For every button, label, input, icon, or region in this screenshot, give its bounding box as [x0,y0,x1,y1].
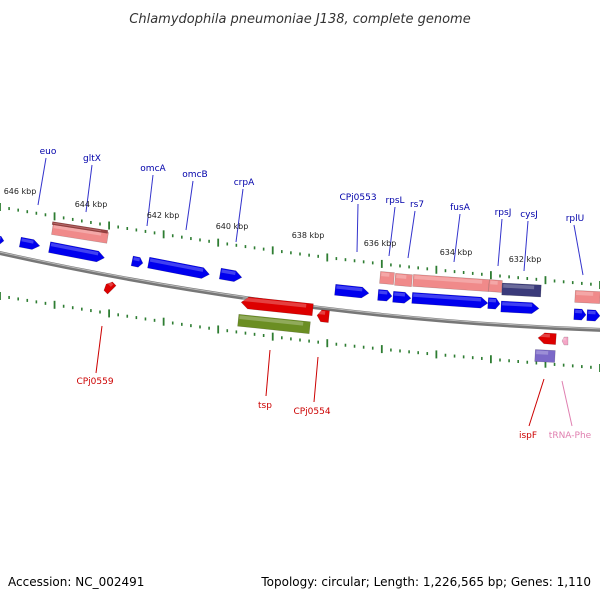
callout-line [95,325,103,374]
gene-label: rs7 [410,200,424,210]
kbp-label: 636 kbp [364,239,397,248]
gene-label: fusA [450,203,471,213]
gene-forward [392,290,412,304]
gene-forward-edge [0,234,5,245]
gene-forward [130,255,144,268]
gene-label: ispF [519,431,537,441]
gene-rrna [394,273,413,287]
gene-forward [500,300,540,314]
callout-line [265,349,271,397]
gene-label: cysJ [520,210,538,220]
gene-forward [573,308,587,321]
gene-rrna [488,279,503,293]
gene-label: omcA [140,164,166,174]
kbp-label: 638 kbp [292,231,325,240]
gene-forward [18,236,41,250]
gene-forward [411,292,489,309]
callout-line [356,203,359,253]
gene-forward [48,241,105,263]
gene-rrna-edge [574,290,600,304]
gene-label: tsp [258,401,272,411]
callout-line [407,210,416,259]
kbp-label: 642 kbp [147,211,180,220]
gene-label: gltX [83,154,101,164]
summary-text: Topology: circular; Length: 1,226,565 bp… [260,575,591,589]
callout-line [146,174,154,227]
callout-line [528,378,545,427]
gene-lavender [534,349,556,363]
gene-label: omcB [182,170,207,180]
callout-line [185,180,194,231]
gene-label: rpsJ [495,208,512,218]
callout-line [523,220,529,272]
gene-rrna-band [51,221,109,234]
kbp-scale: 646 kbp 644 kbp 642 kbp 640 kbp 638 kbp 636 k… [4,187,542,264]
callout-line [85,164,93,213]
kbp-label: 632 kbp [509,255,542,264]
gene-reverse [240,296,314,317]
callout-line [573,224,584,276]
gene-label: rpsL [385,196,404,206]
feature-track [0,221,600,363]
tick-rows [0,203,600,372]
lower-tick-row [0,292,600,372]
gene-label: rplU [566,214,585,224]
gene-label: tRNA-Phe [549,431,592,441]
gene-navy [501,282,542,298]
gene-callouts: euo gltX omcA omcB crpA CPj0553 rpsL rs7 fusA rps… [37,147,592,441]
gene-forward [334,283,370,299]
kbp-label: 644 kbp [75,200,108,209]
gene-trna [561,336,569,346]
gene-label: euo [40,147,57,157]
gene-forward [377,289,393,302]
gene-forward [487,297,501,310]
kbp-label: 646 kbp [4,187,37,196]
gene-reverse [316,309,330,323]
gene-label: CPj0553 [339,193,376,203]
gene-forward-edge [586,309,600,322]
gene-reverse [103,281,117,295]
gene-reverse [537,332,557,345]
gene-label: CPj0554 [293,407,330,417]
kbp-label: 634 kbp [440,248,473,257]
callout-line [497,218,503,267]
callout-line [37,157,47,206]
gene-label: CPj0559 [76,377,113,387]
callout-line [235,188,244,243]
callout-line [313,356,319,403]
gene-label: crpA [234,178,255,188]
map-title: Chlamydophila pneumoniae J138, complete … [129,12,470,27]
callout-line [561,380,573,427]
gene-rrna [412,274,490,292]
callout-line [388,206,396,257]
gene-forward [147,256,210,279]
gene-forward [218,267,243,282]
gene-rrna [379,271,395,285]
accession-text: Accession: NC_002491 [8,575,144,589]
callout-line [453,213,461,263]
upper-tick-row [0,203,600,289]
kbp-label: 640 kbp [216,222,249,231]
gene-olive [237,313,311,335]
